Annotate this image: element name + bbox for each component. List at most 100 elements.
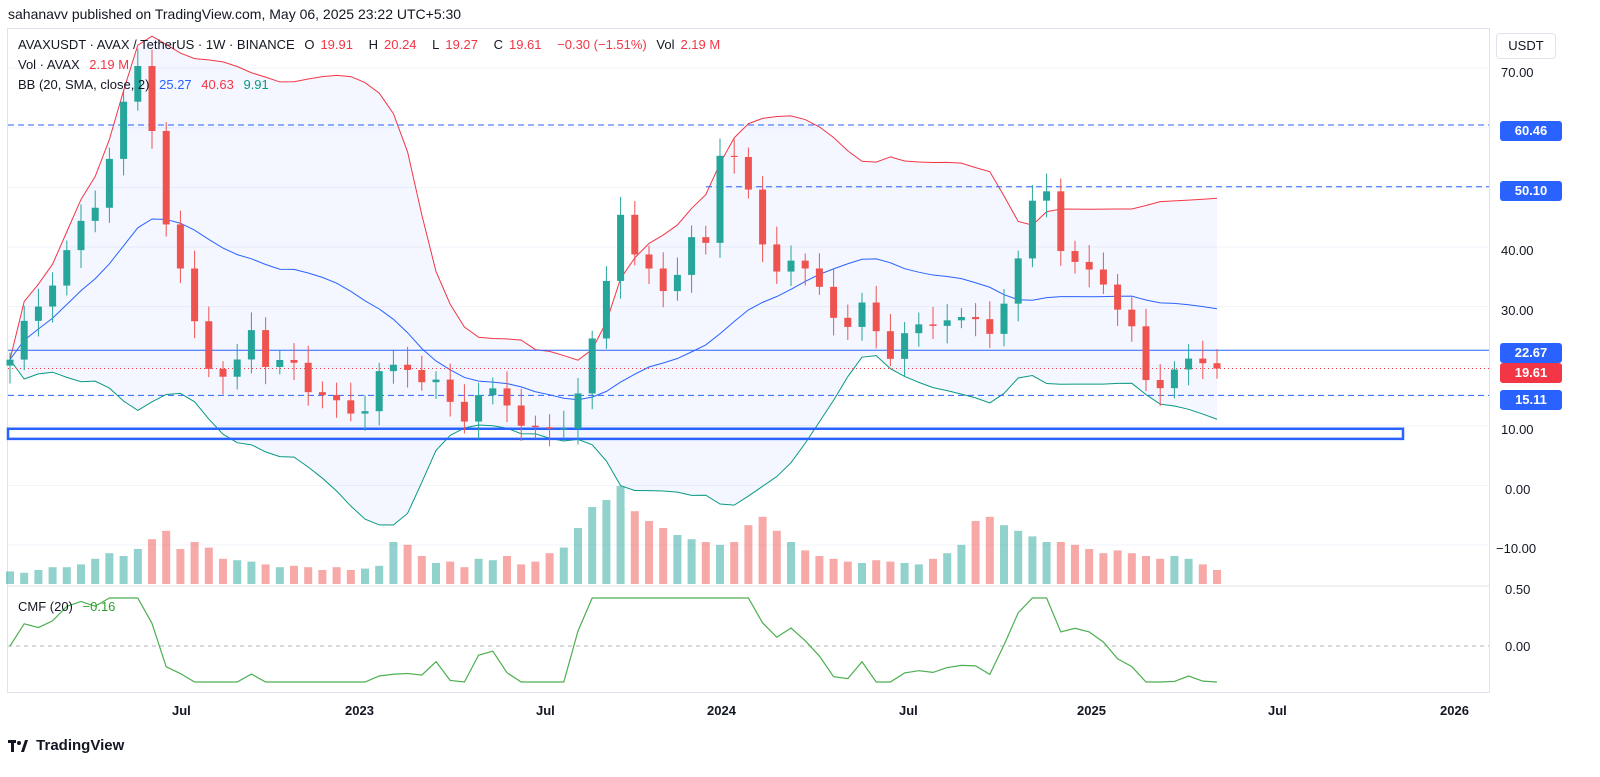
volume-bar bbox=[1085, 549, 1094, 584]
candle-body bbox=[361, 411, 369, 414]
candle-body bbox=[489, 388, 497, 396]
volume-bar bbox=[275, 567, 284, 584]
bb-legend[interactable]: BB (20, SMA, close, 2) 25.27 40.63 9.91 bbox=[18, 77, 275, 92]
volume-bar bbox=[517, 564, 526, 584]
candle-body bbox=[986, 319, 994, 334]
volume-bar bbox=[1056, 542, 1065, 584]
volume-bar bbox=[645, 521, 653, 584]
candle-body bbox=[1071, 250, 1079, 262]
bb-lower-line bbox=[9, 355, 1218, 526]
candle-body bbox=[844, 317, 852, 327]
time-label-jul-2022: Jul bbox=[172, 703, 191, 718]
candle-body bbox=[219, 368, 227, 377]
candle-body bbox=[247, 330, 255, 360]
volume-bar bbox=[929, 558, 937, 584]
volume-bar bbox=[971, 521, 980, 584]
candle-body bbox=[176, 224, 184, 269]
volume-bar bbox=[701, 542, 710, 584]
candle-body bbox=[787, 260, 795, 272]
candle-body bbox=[1000, 303, 1008, 334]
volume-value: 2.19 M bbox=[89, 57, 130, 72]
cmf-line bbox=[9, 597, 1218, 683]
volume-bar bbox=[432, 563, 440, 584]
volume-bar bbox=[886, 561, 895, 584]
volume-bar bbox=[446, 561, 455, 584]
low-value: 19.27 bbox=[445, 37, 478, 52]
price-tick-30: 30.00 bbox=[1501, 303, 1534, 318]
volume-bar bbox=[148, 539, 156, 584]
candle-body bbox=[389, 364, 397, 372]
volume-bar bbox=[559, 547, 568, 584]
candle-body bbox=[943, 320, 951, 326]
candle-body bbox=[659, 268, 667, 292]
cmf-legend[interactable]: CMF (20) −0.16 bbox=[18, 599, 121, 614]
open-value: 19.91 bbox=[320, 37, 353, 52]
tradingview-footer[interactable]: TradingView bbox=[8, 737, 124, 754]
volume-bar bbox=[772, 530, 781, 584]
candle-body bbox=[205, 321, 213, 369]
low-label: L bbox=[432, 37, 440, 52]
volume-bar bbox=[503, 556, 511, 584]
volume-bar bbox=[872, 560, 881, 584]
volume-bar bbox=[545, 553, 554, 584]
level-tag-15: 15.11 bbox=[1500, 390, 1562, 410]
candle-body bbox=[872, 302, 880, 332]
open-label: O bbox=[304, 37, 315, 52]
candle-body bbox=[1128, 309, 1136, 327]
volume-bar bbox=[119, 556, 128, 584]
volume-bar bbox=[389, 542, 398, 584]
candle-body bbox=[673, 274, 681, 292]
candle-body bbox=[1085, 261, 1093, 270]
candle-body bbox=[602, 280, 610, 339]
bb-lower-value: 9.91 bbox=[243, 77, 269, 92]
volume-bar bbox=[744, 525, 753, 584]
volume-bar bbox=[233, 560, 242, 584]
candle-body bbox=[333, 394, 341, 401]
close-label: C bbox=[493, 37, 503, 52]
volume-bar bbox=[361, 568, 369, 584]
candle-body bbox=[318, 392, 326, 395]
candle-body bbox=[560, 428, 568, 430]
candle-body bbox=[1014, 258, 1022, 304]
volume-bar bbox=[62, 567, 71, 584]
volume-bar bbox=[730, 542, 739, 584]
volume-bar bbox=[460, 567, 469, 584]
currency-button[interactable]: USDT bbox=[1496, 33, 1556, 59]
cmf-tick-050: 0.50 bbox=[1505, 582, 1531, 597]
candle-body bbox=[49, 285, 57, 307]
candle-body bbox=[77, 220, 85, 251]
time-label-jul-2025: Jul bbox=[1268, 703, 1287, 718]
volume-bar bbox=[1099, 553, 1108, 584]
candle-body bbox=[20, 320, 28, 360]
candle-body bbox=[1057, 191, 1065, 251]
volume-bar bbox=[48, 567, 57, 584]
candle-body bbox=[617, 214, 625, 281]
volume-bar bbox=[1127, 553, 1136, 584]
candle-body bbox=[446, 379, 454, 402]
volume-bar bbox=[1000, 525, 1008, 584]
candle-body bbox=[645, 254, 653, 269]
candle-body bbox=[233, 359, 241, 377]
volume-bar bbox=[900, 563, 909, 584]
time-label-2026: 2026 bbox=[1440, 703, 1469, 718]
level-tag-22: 22.67 bbox=[1500, 343, 1562, 363]
candle-body bbox=[290, 359, 298, 363]
candle-body bbox=[972, 317, 980, 320]
candle-body bbox=[418, 369, 426, 383]
high-value: 20.24 bbox=[384, 37, 417, 52]
tradingview-logo-icon bbox=[8, 740, 28, 753]
volume-legend[interactable]: Vol · AVAX 2.19 M bbox=[18, 57, 135, 72]
volume-bar bbox=[1198, 564, 1207, 584]
volume-bar bbox=[6, 571, 14, 584]
volume-bar bbox=[133, 549, 142, 584]
volume-bar bbox=[219, 558, 227, 584]
time-label-2025: 2025 bbox=[1077, 703, 1106, 718]
bb-label: BB (20, SMA, close, 2) bbox=[18, 77, 150, 92]
candle-body bbox=[375, 371, 383, 412]
candle-body bbox=[1142, 326, 1150, 381]
volume-bar bbox=[1170, 556, 1179, 584]
vol-value: 2.19 M bbox=[680, 37, 721, 52]
volume-bar bbox=[1142, 556, 1150, 584]
volume-bar bbox=[531, 561, 540, 584]
